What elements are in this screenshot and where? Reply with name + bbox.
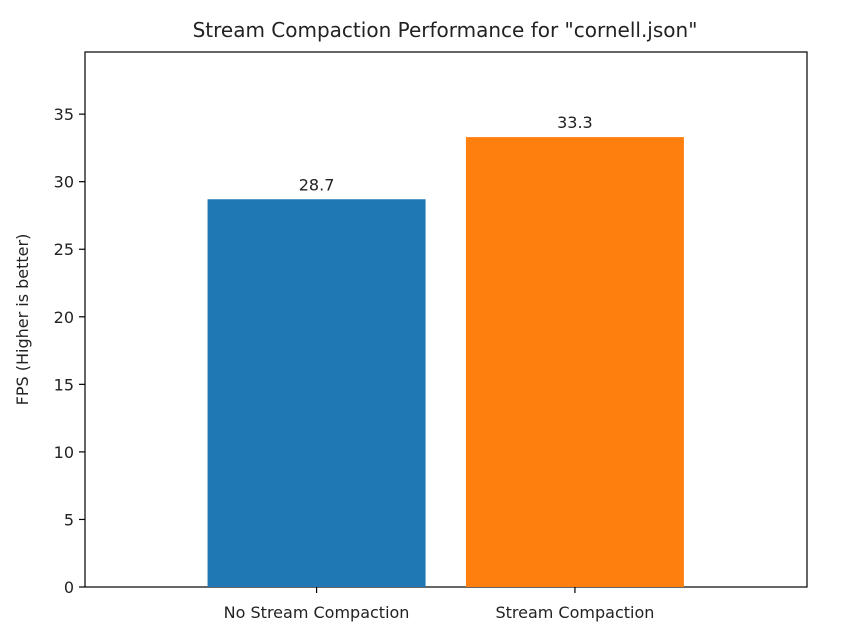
bars-group [207, 137, 684, 587]
y-tick-label-1: 5 [64, 510, 74, 529]
y-tick-label-0: 0 [64, 578, 74, 597]
value-labels-group: 28.7 33.3 [299, 113, 593, 194]
y-tick-label-7: 35 [54, 105, 74, 124]
plot-frame [84, 51, 808, 588]
x-tick-label-1: Stream Compaction [495, 603, 654, 622]
x-tick-label-0: No Stream Compaction [224, 603, 410, 622]
y-tick-label-2: 10 [54, 443, 74, 462]
y-tick-label-6: 30 [54, 173, 74, 192]
y-tick-label-3: 15 [54, 375, 74, 394]
chart-title: Stream Compaction Performance for "corne… [193, 18, 698, 42]
x-axis-ticks: No Stream Compaction Stream Compaction [224, 587, 654, 622]
y-tick-label-5: 25 [54, 240, 74, 259]
y-axis-label: FPS (Higher is better) [13, 234, 32, 406]
y-tick-label-4: 20 [54, 308, 74, 327]
value-label-1: 33.3 [557, 113, 593, 132]
bar-0 [207, 199, 426, 587]
y-axis-ticks: 0 5 10 15 20 25 30 35 [54, 105, 85, 597]
value-label-0: 28.7 [299, 175, 335, 194]
bar-1 [465, 137, 684, 587]
